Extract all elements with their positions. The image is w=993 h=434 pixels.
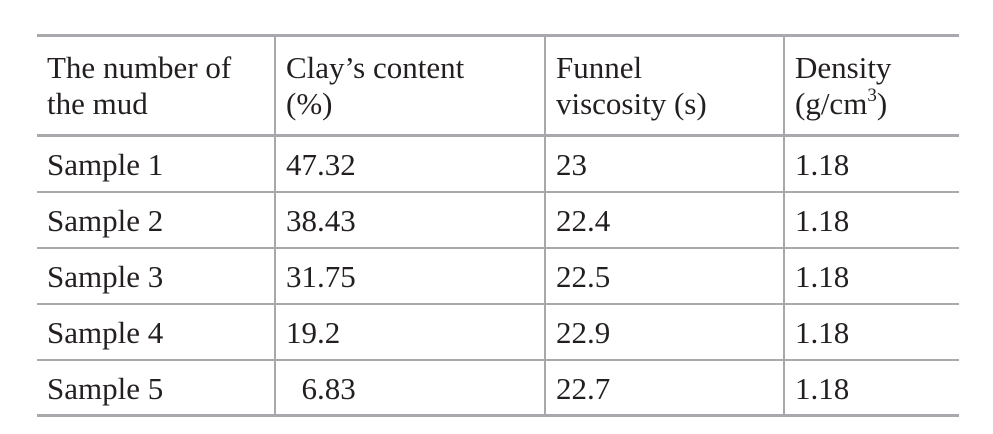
table-header: The number of the mud Clay’s content (%) F… [37,35,959,136]
header-clay-content-line2: (%) [286,86,333,121]
cell-funnel-viscosity: 23 [544,135,784,192]
header-density-line1: Density [795,50,892,85]
cell-funnel-viscosity: 22.4 [544,191,784,248]
cell-clay-content: 31.75 [274,247,545,304]
cell-sample-name: Sample 5 [47,370,164,406]
header-funnel-viscosity-line1: Funnel [556,50,643,85]
table-row: Sample 2 38.43 22.4 1.18 [37,191,959,248]
mud-properties-table: The number of the mud Clay’s content (%) F… [37,34,959,417]
header-clay-content: Clay’s content (%) [274,35,545,136]
table-row: Sample 5 6.83 22.7 1.18 [37,359,959,416]
header-mud-number: The number of the mud [37,36,275,136]
cell-sample-name: Sample 3 [47,258,164,294]
header-density: Density (g/cm3) [783,35,959,136]
cell-density: 1.18 [783,359,959,416]
table-row: Sample 3 31.75 22.5 1.18 [37,247,959,304]
header-mud-number-line2: the mud [47,86,148,121]
table-row: Sample 4 19.2 22.9 1.18 [37,303,959,360]
header-funnel-viscosity: Funnel viscosity (s) [544,35,784,136]
cell-clay-content: 47.32 [274,135,545,192]
cell-density: 1.18 [783,247,959,304]
header-density-line2: (g/cm [795,86,868,121]
header-density-close: ) [876,86,888,121]
cell-sample-name: Sample 1 [47,147,164,182]
cell-clay-content: 6.83 [274,359,545,416]
header-funnel-viscosity-line2: viscosity (s) [556,86,707,121]
header-clay-content-line1: Clay’s content [286,50,465,85]
table-row: Sample 1 47.32 23 1.18 [37,135,959,192]
data-table-container: The number of the mud Clay’s content (%) F… [37,34,959,417]
cell-density: 1.18 [783,191,959,248]
header-mud-number-line1: The number of [47,50,232,85]
cell-funnel-viscosity: 22.7 [544,359,784,416]
cell-funnel-viscosity: 22.9 [544,303,784,360]
cell-sample-name: Sample 2 [47,202,164,238]
table-body: Sample 1 47.32 23 1.18 Sample 2 38.43 22… [37,135,959,416]
header-row: The number of the mud Clay’s content (%) F… [37,35,959,136]
cell-density: 1.18 [783,135,959,192]
cell-clay-content: 19.2 [274,303,545,360]
cell-clay-content: 38.43 [274,191,545,248]
cell-sample-name: Sample 4 [47,314,164,350]
header-density-superscript: 3 [867,85,877,106]
cell-density: 1.18 [783,303,959,360]
cell-funnel-viscosity: 22.5 [544,247,784,304]
